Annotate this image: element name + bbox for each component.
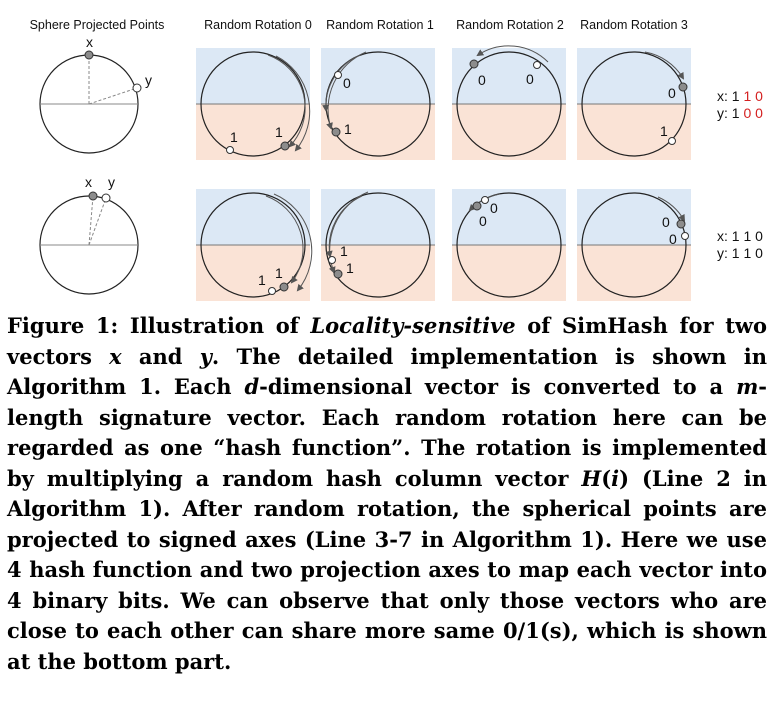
bit-label: 0	[478, 72, 486, 88]
rotation-panel-r1-3: 0 1	[577, 48, 691, 160]
rotation-panel-r2-1: 1 1	[321, 189, 435, 301]
label-y: y	[108, 174, 115, 190]
bit-label: 0	[669, 231, 677, 247]
bit-label: 1	[340, 243, 348, 259]
signature-x-row-2: x: 1 1 0	[717, 228, 763, 244]
bit-label: 1	[660, 123, 668, 139]
label-y: y	[145, 72, 152, 88]
bit-label: 1	[230, 129, 238, 145]
bit-label: 1	[275, 124, 283, 140]
header-random-rotation-0: Random Rotation 0	[204, 18, 312, 32]
label-x: x	[85, 174, 92, 190]
bit-label: 0	[343, 75, 351, 91]
rotation-panel-r2-2: 0 0	[452, 189, 566, 301]
point-y	[132, 83, 142, 93]
bit-label: 1	[346, 260, 354, 276]
bit-label: 0	[668, 85, 676, 101]
signature-y-row-2: y: 1 1 0	[717, 245, 763, 261]
point-x	[88, 191, 98, 201]
header-random-rotation-2: Random Rotation 2	[456, 18, 564, 32]
label-x: x	[86, 34, 93, 50]
sphere-row-1: x y	[39, 34, 152, 154]
bit-label: 1	[344, 121, 352, 137]
header-random-rotation-3: Random Rotation 3	[580, 18, 688, 32]
rotation-panel-r1-2: 0 0	[452, 45, 566, 160]
rotation-panel-r2-0: 1 1	[196, 189, 313, 301]
bit-label: 0	[526, 71, 534, 87]
rotation-panel-r1-1: 0 1	[321, 48, 435, 160]
header-sphere-projected-points: Sphere Projected Points	[30, 18, 165, 32]
bit-label: 0	[479, 213, 487, 229]
bit-label: 0	[490, 200, 498, 216]
bit-label: 0	[662, 214, 670, 230]
signature-y-row-1: y: 1 0 0	[717, 105, 763, 121]
rotation-panel-r2-3: 0 0	[577, 189, 691, 301]
point-y	[101, 193, 111, 203]
signature-x-row-1: x: 1 1 0	[717, 88, 763, 104]
point-x	[84, 50, 94, 60]
figure-caption: Figure 1: Illustration of Locality-sensi…	[7, 313, 768, 674]
bit-label: 1	[258, 272, 266, 288]
sphere-row-2: x y	[39, 174, 139, 295]
bit-label: 1	[275, 265, 283, 281]
header-random-rotation-1: Random Rotation 1	[326, 18, 434, 32]
simhash-illustration: Sphere Projected Points Random Rotation …	[30, 18, 763, 301]
rotation-panel-r1-0: 1 1	[196, 48, 311, 160]
